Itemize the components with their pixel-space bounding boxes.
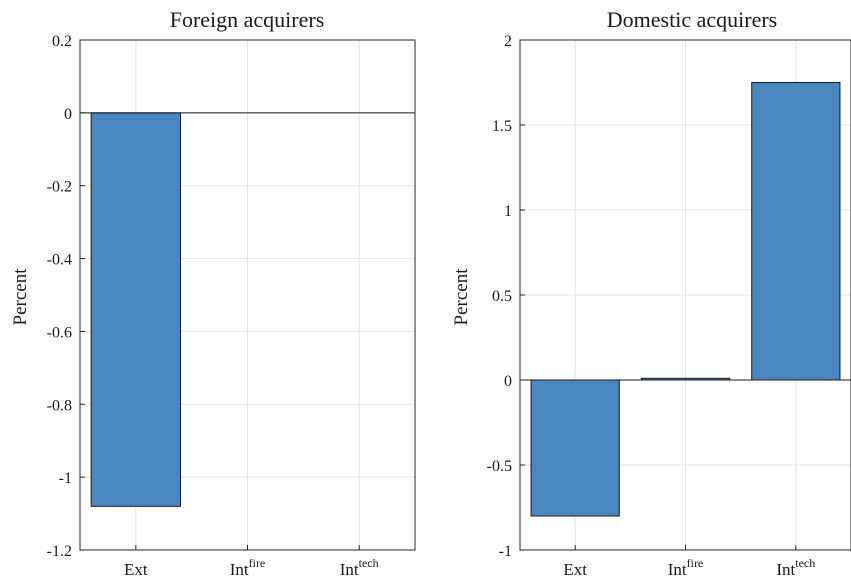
y-tick-label: 1 [504, 203, 512, 220]
bar [530, 379, 620, 517]
x-tick-label: Inttech [776, 556, 815, 579]
chart-foreign-acquirers: Foreign acquirers Percent 0.2 0 -0.2 -0.4 -0… [10, 7, 416, 579]
y-tick-label: -0.6 [47, 324, 72, 341]
chart-title: Foreign acquirers [170, 7, 325, 32]
y-tick-label: 0 [64, 106, 72, 123]
y-tick-label: -1.2 [47, 543, 72, 560]
y-tick-label: -1 [499, 543, 512, 560]
y-tick-label: 2 [504, 33, 512, 50]
y-tick-label: 0 [504, 373, 512, 390]
y-tick-label: -0.8 [47, 397, 72, 414]
chart-title: Domestic acquirers [607, 7, 777, 32]
y-axis-label: Percent [451, 268, 472, 326]
bar [90, 112, 181, 507]
y-axis-label: Percent [10, 268, 31, 326]
x-tick-label: Ext [563, 560, 587, 579]
y-tick-label: -0.2 [47, 179, 72, 196]
y-tick-label: -0.5 [487, 458, 512, 475]
x-tick-label: Intfire [230, 556, 266, 579]
y-tick-label: -1 [59, 470, 72, 487]
x-tick-label: Inttech [340, 556, 379, 579]
y-tick-label: 0.2 [52, 33, 72, 50]
x-tick-label: Ext [124, 560, 148, 579]
y-tick-label: 1.5 [492, 118, 512, 135]
y-tick-label: -0.4 [47, 252, 72, 269]
y-tick-label: 0.5 [492, 288, 512, 305]
bar [751, 82, 841, 381]
chart-domestic-acquirers: Domestic acquirers Percent 2 1.5 1 0.5 0 -0.5… [451, 7, 851, 579]
x-tick-label: Intfire [668, 556, 704, 579]
